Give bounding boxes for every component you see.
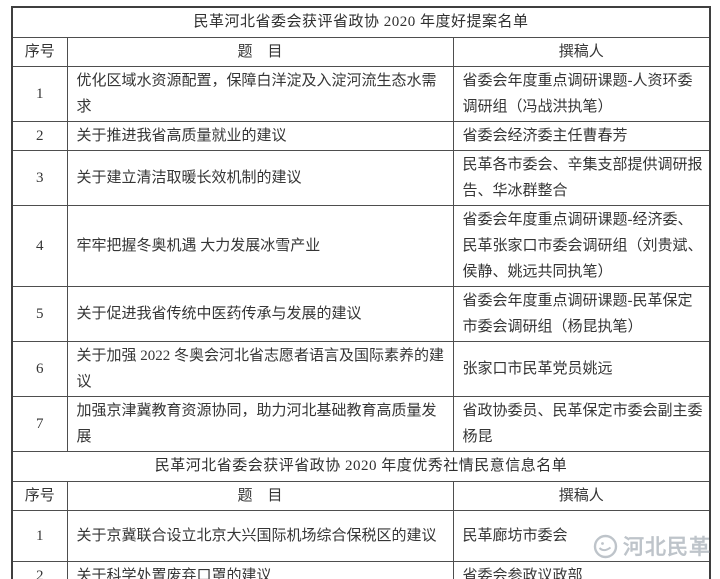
proposal-author: 省委会年度重点调研课题-民革保定市委会调研组（杨昆执笔） (452, 285, 711, 342)
row-number: 6 (11, 340, 68, 397)
table-row: 4 牢牢把握冬奥机遇 大力发展冰雪产业 省委会年度重点调研课题-经济委、民革张家… (11, 204, 711, 287)
row-number: 2 (11, 560, 68, 579)
table1-header-no: 序号 (11, 36, 68, 67)
proposal-title: 关于建立清洁取暖长效机制的建议 (66, 149, 454, 206)
proposal-title: 加强京津冀教育资源协同，助力河北基础教育高质量发展 (66, 395, 454, 452)
proposal-title: 关于推进我省高质量就业的建议 (66, 120, 454, 151)
proposal-title: 关于京冀联合设立北京大兴国际机场综合保税区的建议 (66, 509, 454, 562)
table1-header-author: 撰稿人 (452, 36, 711, 67)
proposal-author: 民革各市委会、辛集支部提供调研报告、华冰群整合 (452, 149, 711, 206)
row-number: 4 (11, 204, 68, 287)
row-number: 7 (11, 395, 68, 452)
table-row: 6 关于加强 2022 冬奥会河北省志愿者语言及国际素养的建议 张家口市民革党员… (11, 340, 711, 397)
table-row: 3 关于建立清洁取暖长效机制的建议 民革各市委会、辛集支部提供调研报告、华冰群整… (11, 149, 711, 206)
row-number: 1 (11, 509, 68, 562)
proposal-author: 省委会年度重点调研课题-经济委、民革张家口市委会调研组（刘贵斌、侯静、姚远共同执… (452, 204, 711, 287)
proposal-title: 关于加强 2022 冬奥会河北省志愿者语言及国际素养的建议 (66, 340, 454, 397)
proposal-title: 关于促进我省传统中医药传承与发展的建议 (66, 285, 454, 342)
row-number: 3 (11, 149, 68, 206)
table-row: 1 关于京冀联合设立北京大兴国际机场综合保税区的建议 民革廊坊市委会 (11, 509, 711, 562)
proposal-author: 张家口市民革党员姚远 (452, 340, 711, 397)
watermark: 河北民革 (593, 531, 711, 561)
table2-header-author: 撰稿人 (452, 480, 711, 511)
proposal-title: 牢牢把握冬奥机遇 大力发展冰雪产业 (66, 204, 454, 287)
proposal-author: 省委会经济委主任曹春芳 (452, 120, 711, 151)
table2-title: 民革河北省委会获评省政协 2020 年度优秀社情民意信息名单 (11, 450, 711, 482)
table1-header-title: 题 目 (66, 36, 454, 67)
table2-header-title: 题 目 (66, 480, 454, 511)
table-row: 1 优化区域水资源配置，保障白洋淀及入淀河流生态水需求 省委会年度重点调研课题-… (11, 65, 711, 122)
watermark-text: 河北民革 (623, 536, 711, 559)
row-number: 2 (11, 120, 68, 151)
proposal-title: 关于科学处置废弃口罩的建议 (66, 560, 454, 579)
row-number: 1 (11, 65, 68, 122)
table2-header-no: 序号 (11, 480, 68, 511)
table-row: 5 关于促进我省传统中医药传承与发展的建议 省委会年度重点调研课题-民革保定市委… (11, 285, 711, 342)
proposal-author: 省委会年度重点调研课题-人资环委调研组（冯战洪执笔） (452, 65, 711, 122)
table-row: 2 关于推进我省高质量就业的建议 省委会经济委主任曹春芳 (11, 120, 711, 151)
row-number: 5 (11, 285, 68, 342)
proposal-author: 民革廊坊市委会 (452, 509, 711, 562)
table-row: 7 加强京津冀教育资源协同，助力河北基础教育高质量发展 省政协委员、民革保定市委… (11, 395, 711, 452)
minge-emblem-icon (593, 534, 618, 559)
proposal-author: 省政协委员、民革保定市委会副主委杨昆 (452, 395, 711, 452)
awards-table: 民革河北省委会获评省政协 2020 年度好提案名单 序号 题 目 撰稿人 1 优… (11, 6, 712, 579)
proposal-author: 省委会参政议政部 (452, 560, 711, 579)
table1-title: 民革河北省委会获评省政协 2020 年度好提案名单 (11, 6, 711, 38)
proposal-title: 优化区域水资源配置，保障白洋淀及入淀河流生态水需求 (66, 65, 454, 122)
table-row: 2 关于科学处置废弃口罩的建议 省委会参政议政部 (11, 560, 711, 579)
